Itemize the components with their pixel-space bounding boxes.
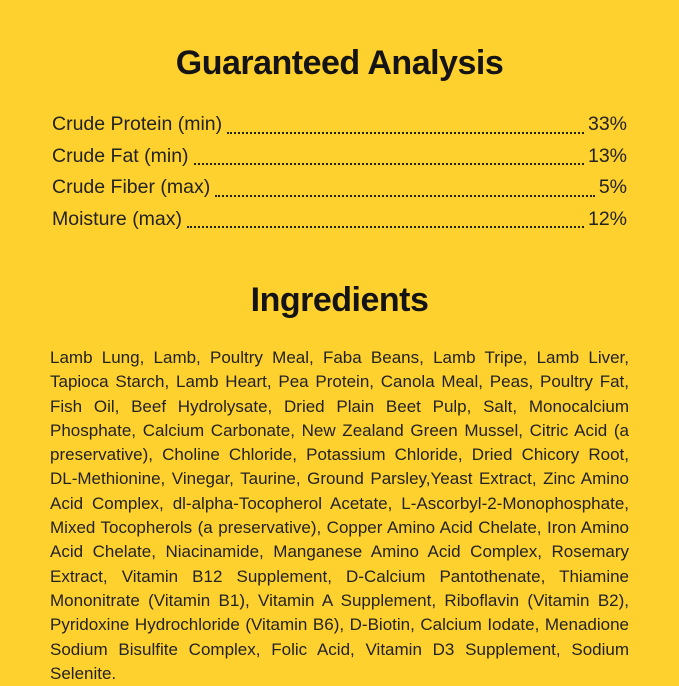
ingredients-title: Ingredients — [250, 281, 429, 319]
leader-dots — [215, 194, 595, 197]
analysis-row-crude-fiber: Crude Fiber (max) 5% — [52, 172, 627, 204]
analysis-row-value: 13% — [587, 144, 627, 167]
guaranteed-analysis-table: Crude Protein (min) 33% Crude Fat (min) … — [52, 109, 627, 235]
leader-dots — [227, 131, 584, 134]
leader-dots — [187, 226, 584, 228]
analysis-row-label: Crude Fat (min) — [52, 144, 189, 167]
leader-dots — [193, 163, 584, 165]
analysis-row-label: Moisture (max) — [52, 207, 183, 230]
analysis-row-crude-fat: Crude Fat (min) 13% — [52, 141, 627, 173]
ingredients-text: Lamb Lung, Lamb, Poultry Meal, Faba Bean… — [50, 348, 629, 683]
analysis-row-value: 5% — [598, 176, 627, 198]
analysis-row-value: 33% — [587, 113, 627, 135]
analysis-row-label: Crude Protein (min) — [52, 113, 223, 135]
analysis-row-moisture: Moisture (max) 12% — [52, 204, 627, 236]
analysis-row-crude-protein: Crude Protein (min) 33% — [52, 109, 627, 141]
guaranteed-analysis-title: Guaranteed Analysis — [175, 44, 504, 82]
analysis-row-value: 12% — [587, 207, 627, 230]
analysis-row-label: Crude Fiber (max) — [52, 176, 211, 198]
